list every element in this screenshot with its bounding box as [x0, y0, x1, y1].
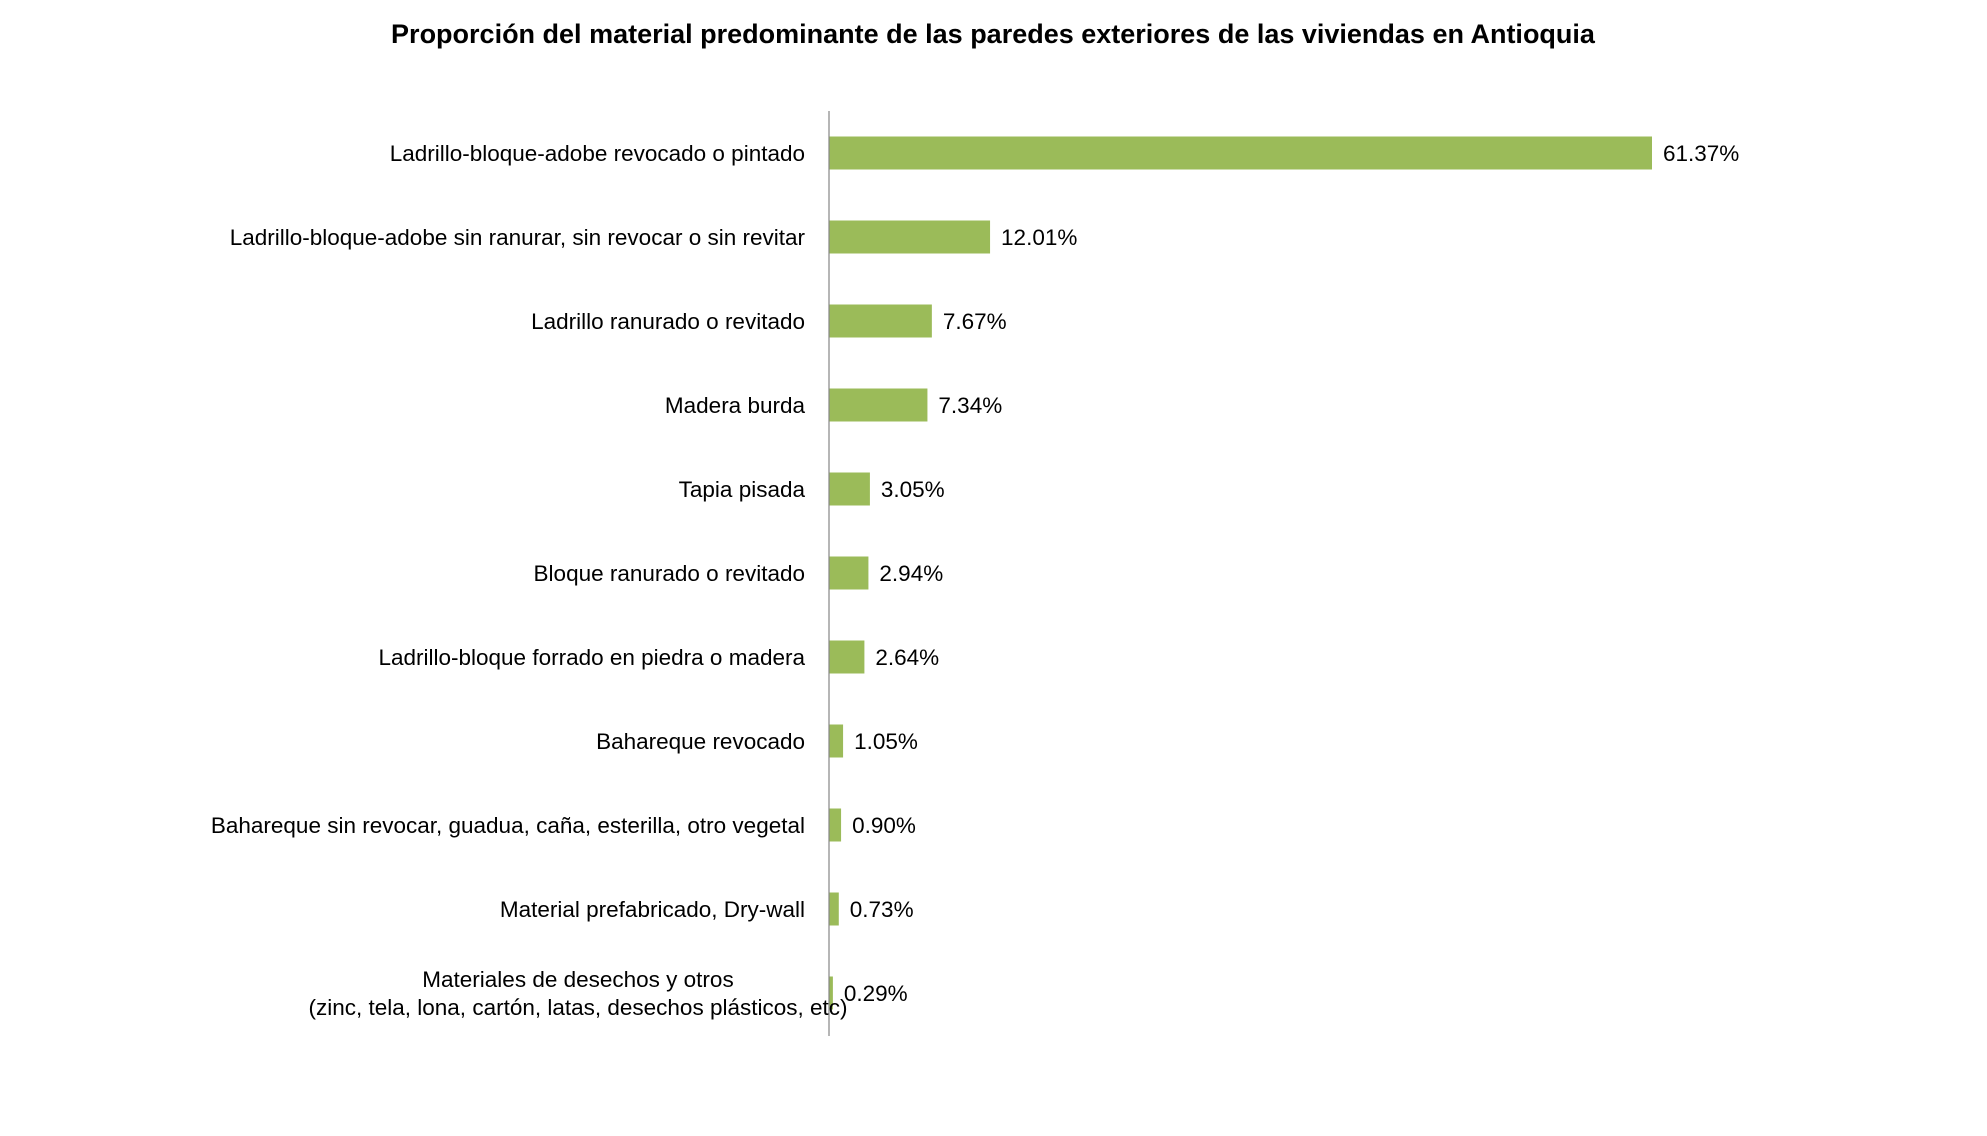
bar: [829, 976, 833, 1010]
category-label: Ladrillo ranurado o revitado: [531, 309, 805, 334]
category-labels-layer: Ladrillo-bloque-adobe revocado o pintado…: [211, 141, 848, 1020]
category-label: Ladrillo-bloque-adobe sin ranurar, sin r…: [230, 225, 806, 250]
data-label: 7.67%: [943, 309, 1007, 334]
bar: [829, 220, 991, 254]
category-label: Materiales de desechos y otros (zinc, tel…: [308, 967, 847, 1020]
data-label: 0.90%: [852, 813, 916, 838]
category-label: Tapia pisada: [679, 477, 806, 502]
category-label: Material prefabricado, Dry-wall: [500, 897, 805, 922]
category-label: Bahareque revocado: [596, 729, 805, 754]
data-label: 2.94%: [879, 561, 943, 586]
data-label: 0.73%: [850, 897, 914, 922]
data-label: 3.05%: [881, 477, 945, 502]
data-label: 12.01%: [1001, 225, 1077, 250]
data-label: 1.05%: [854, 729, 918, 754]
bar: [829, 892, 839, 926]
category-label: Bahareque sin revocar, guadua, caña, est…: [211, 813, 805, 838]
bar: [829, 556, 869, 590]
data-labels-layer: 61.37% 12.01% 7.67% 7.34% 3.05% 2.94% 2.64% 1.0…: [844, 141, 1739, 1006]
data-label: 61.37%: [1663, 141, 1739, 166]
category-label-line: Materiales de desechos y otros: [422, 967, 733, 992]
data-label: 7.34%: [938, 393, 1002, 418]
category-label: Ladrillo-bloque-adobe revocado o pintado: [390, 141, 805, 166]
bars-layer: [829, 136, 1652, 1010]
bar: [829, 640, 865, 674]
bar: [829, 304, 932, 338]
bar: [829, 724, 844, 758]
category-label: Bloque ranurado o revitado: [534, 561, 805, 586]
category-label: Madera burda: [665, 393, 806, 418]
data-label: 2.64%: [875, 645, 939, 670]
data-label: 0.29%: [844, 981, 908, 1006]
bar: [829, 808, 842, 842]
bar: [829, 136, 1652, 170]
chart-title: Proporción del material predominante de …: [391, 19, 1596, 49]
category-label-line: (zinc, tela, lona, cartón, latas, desech…: [308, 995, 847, 1020]
category-label: Ladrillo-bloque forrado en piedra o made…: [378, 645, 805, 670]
bar: [829, 388, 928, 422]
bar: [829, 472, 870, 506]
